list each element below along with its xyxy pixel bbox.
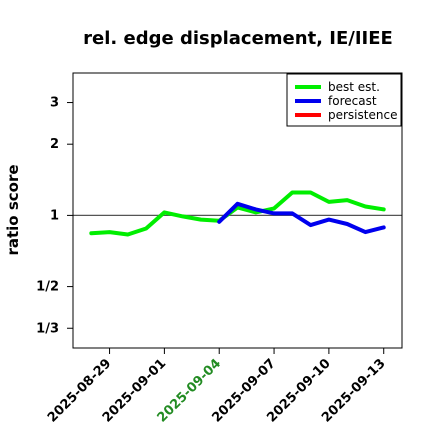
legend-entry: forecast [328,94,377,108]
y-tick-label: 3 [50,96,59,111]
y-tick-label: 1/3 [36,321,59,336]
plot-frame [72,72,403,349]
y-axis-label: ratio score [4,164,22,255]
legend-entry: best est. [328,80,380,94]
x-axis: 2025-08-292025-09-012025-09-042025-09-07… [45,348,389,426]
y-tick-label: 2 [50,137,59,152]
legend-entry: persistence [328,108,397,122]
series-line-forecast [217,201,386,235]
series-layer [89,190,386,237]
series-line-best-est [89,190,386,237]
y-tick-label: 1 [50,208,59,223]
y-tick-label: 1/2 [36,280,59,295]
chart-title: rel. edge displacement, IE/IIEE [83,28,393,49]
y-axis: 1/3 1/2 1 2 3 [36,96,73,336]
